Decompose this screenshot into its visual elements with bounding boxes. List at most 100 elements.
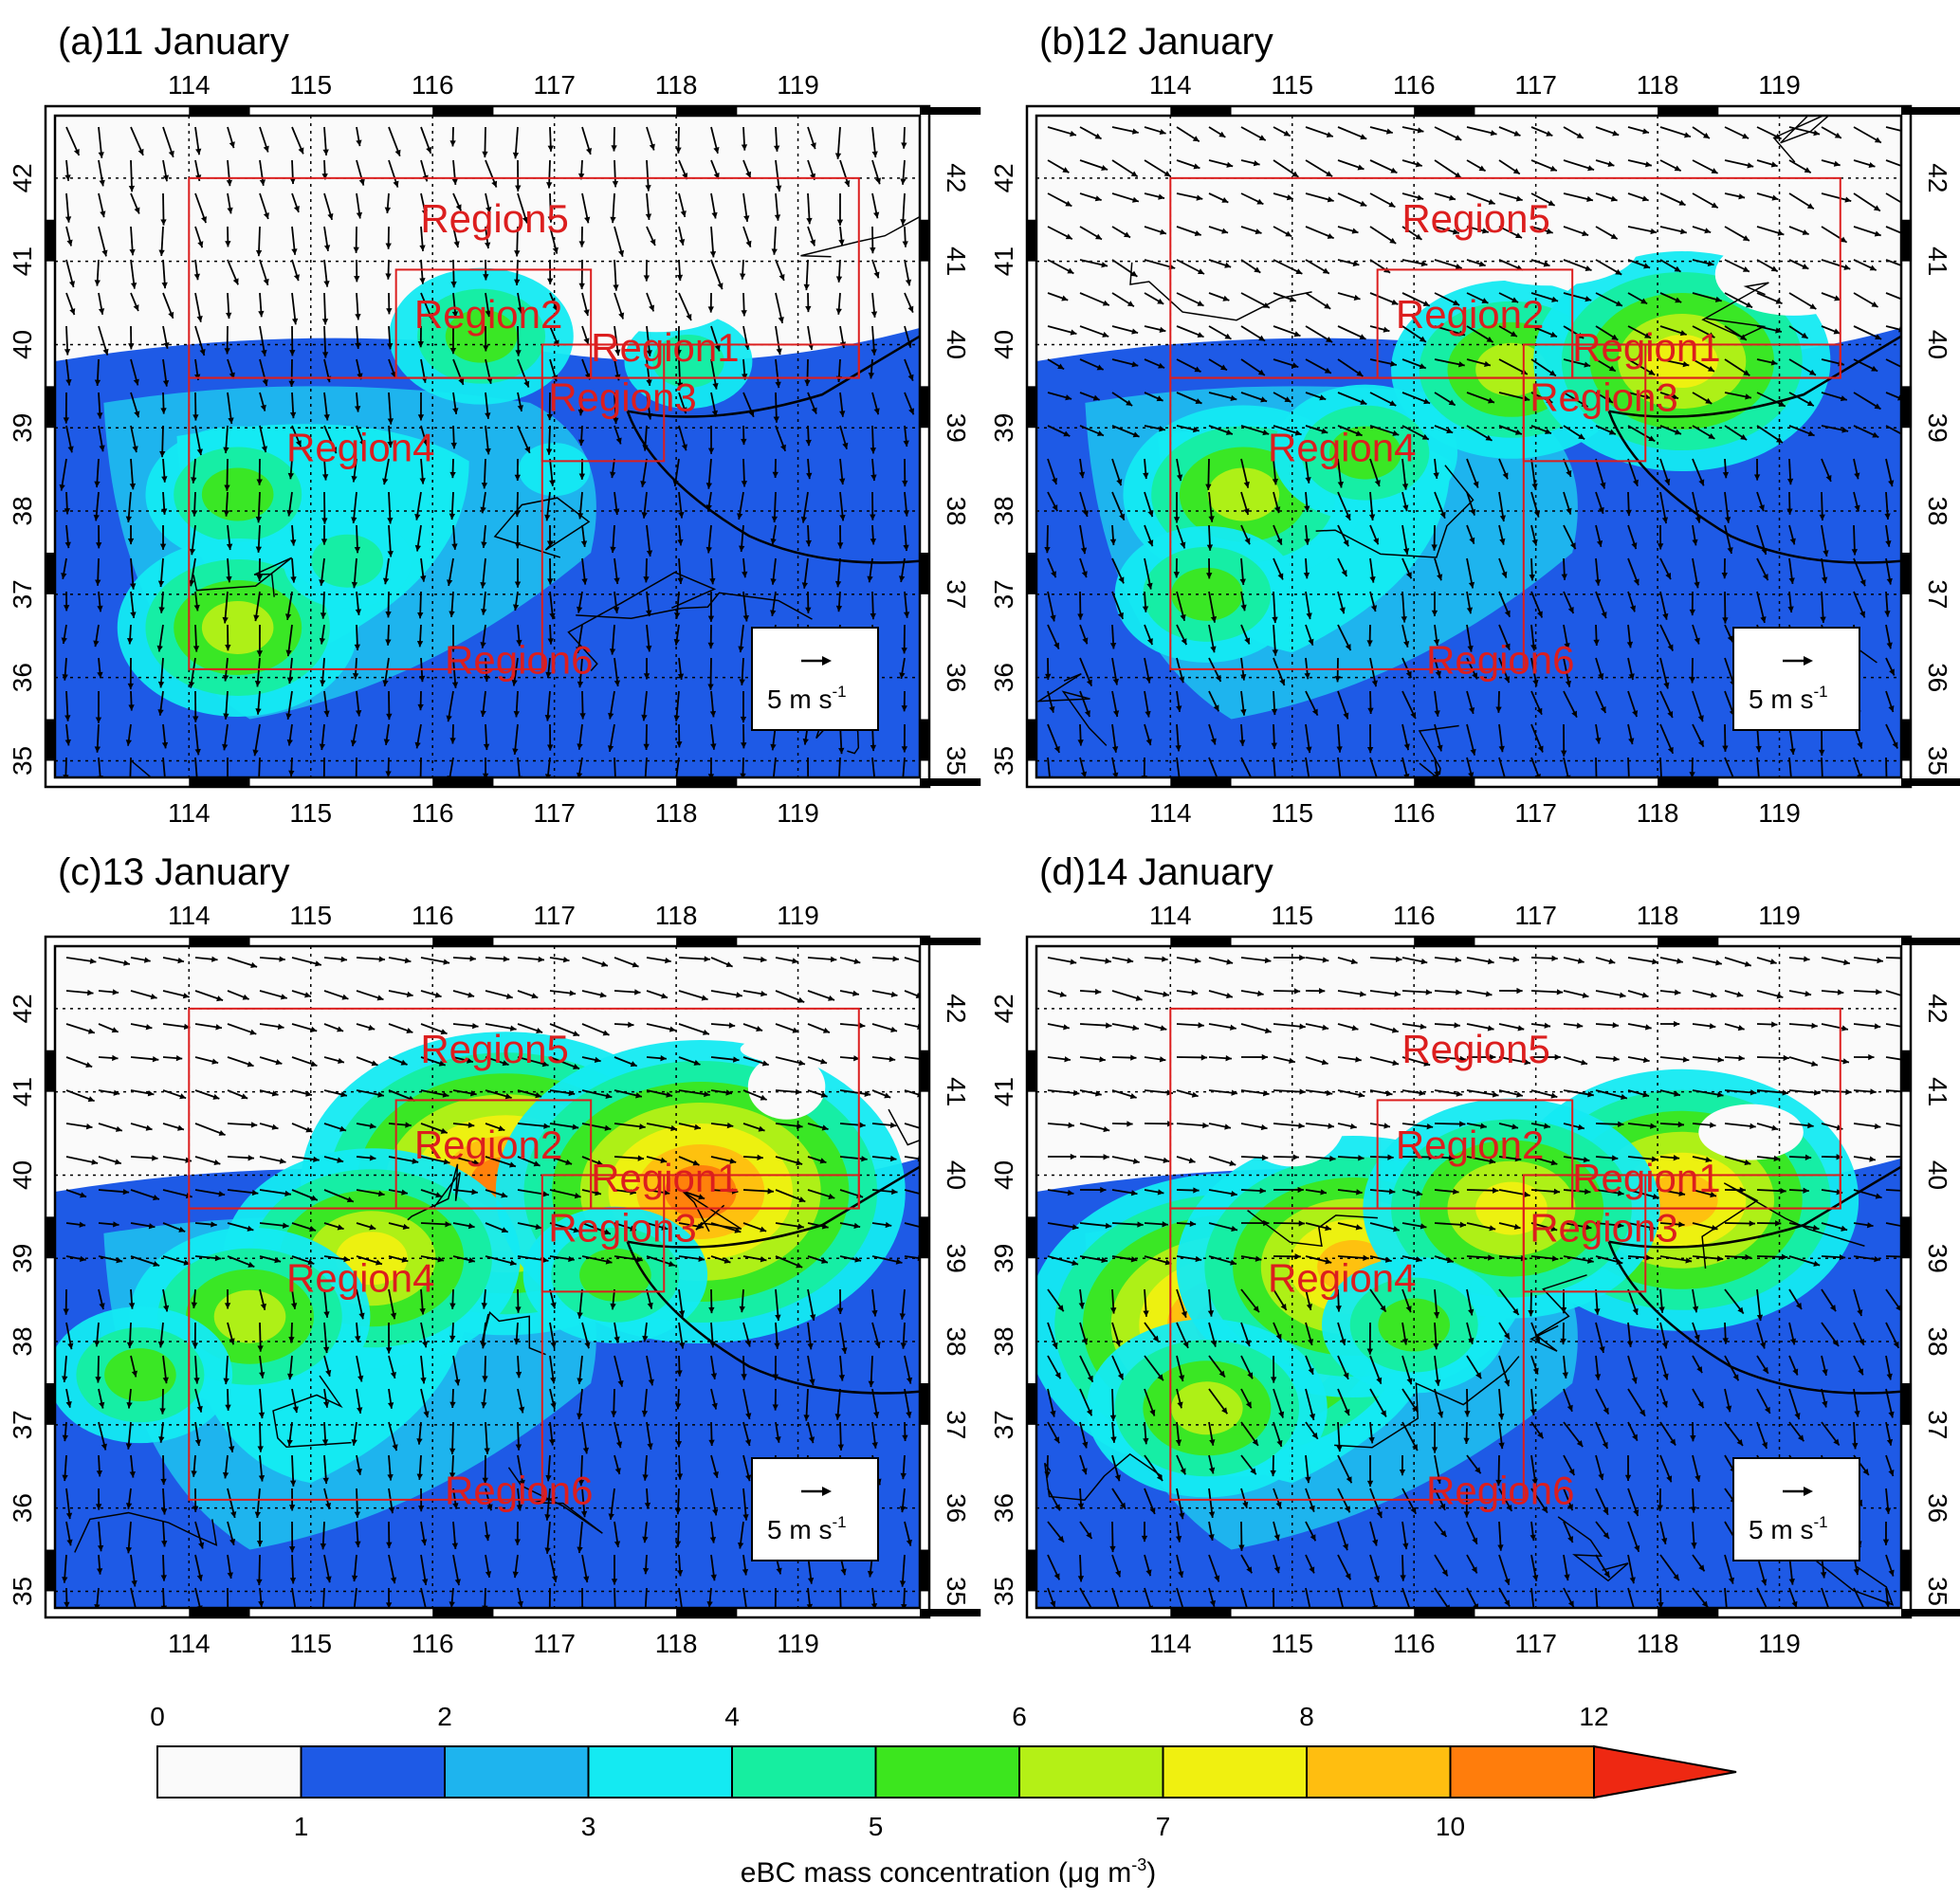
outer-border [44,104,931,789]
lon-tick-top: 119 [1758,70,1801,100]
tick-bar [1658,1609,1719,1616]
coastline [626,411,920,564]
lon-tick-top: 119 [777,901,819,930]
clean-air-patch [1714,232,1873,316]
tick-bar [1028,1216,1035,1259]
hotspot-1-level-6 [1475,342,1548,396]
tick-bar [1170,778,1232,786]
tick-bar [921,1382,928,1425]
lat-tick-left: 40 [8,1160,37,1190]
region-label-region5: Region5 [1401,196,1549,241]
colorbar-title: eBC mass concentration (μg m-3) [741,1855,1156,1889]
lat-tick-left: 36 [989,663,1018,692]
province-border [1315,465,1475,558]
panel-title: (d)14 January [1039,851,1273,893]
lat-tick-right: 40 [942,1160,971,1190]
region-label-region6: Region6 [445,637,593,682]
legend-box [751,627,879,731]
lon-tick-top: 115 [1271,70,1313,100]
province-border [1701,282,1769,338]
lat-tick-right: 42 [942,163,971,192]
tick-bar [1902,719,1910,761]
region-box-region4 [188,376,543,670]
region-label-region6: Region6 [1426,1468,1574,1512]
region-boxes [1169,176,1841,670]
lat-tick-right: 39 [942,1244,971,1273]
colorbar-top-label: 6 [1012,1702,1027,1731]
lat-tick-left: 40 [8,330,37,359]
lat-tick-right: 42 [1923,994,1952,1023]
tick-bar [432,107,494,115]
region-label-region3: Region3 [548,1206,696,1251]
colorbar: 0 2 4 6 8 12 1 3 5 7 10 eBC mass concentration (μg … [150,1702,1737,1889]
lat-tick-left: 38 [8,1326,37,1356]
tick-bar [1028,1050,1035,1092]
tick-bar [921,719,928,761]
inner-border [1035,114,1903,779]
lon-tick-bottom: 118 [655,798,698,828]
reference-arrow-head [822,656,832,666]
lat-tick-left: 38 [989,1326,1018,1356]
lon-tick-top: 114 [1149,70,1192,100]
clean-air-patch [63,947,155,1032]
tick-bar [920,938,981,945]
lon-tick-bottom: 116 [412,798,454,828]
region-box-region1 [590,343,860,379]
lon-tick-bottom: 119 [1758,798,1801,828]
tick-bar [1902,1382,1910,1425]
clean-air-patch [56,137,152,180]
tick-bar [1902,1549,1910,1592]
colorbar-bottom-label: 5 [869,1812,884,1841]
lon-tick-bottom: 116 [1393,798,1436,828]
lon-tick-bottom: 118 [1637,798,1679,828]
tick-bar [1658,938,1719,945]
province-border [682,1191,742,1233]
lon-tick-bottom: 119 [777,798,819,828]
clean-air-patch [1698,1104,1804,1160]
hotspot-2-level-9 [664,1165,737,1219]
colorbar-segment-5 [874,1745,1020,1799]
lat-tick-right: 39 [942,413,971,443]
region-label-region1: Region1 [1572,1156,1720,1200]
province-border [74,1511,218,1553]
tick-bar [1028,1549,1035,1592]
tick-bar [46,219,54,262]
lat-tick-right: 39 [1923,413,1952,443]
coastline [1608,335,1901,418]
tick-bar [1170,107,1232,115]
region-box-region1 [1571,1174,1841,1210]
region-box-region4 [1169,1207,1525,1501]
province-border [407,1163,461,1221]
colorbar-top-label: 0 [150,1702,165,1731]
wind-vectors [1044,126,1901,777]
lon-tick-bottom: 119 [777,1629,819,1658]
coastline [1607,411,1901,564]
lon-tick-bottom: 115 [1271,798,1313,828]
lon-tick-top: 116 [412,901,454,930]
lat-tick-left: 35 [989,1577,1018,1606]
lat-tick-left: 39 [989,413,1018,443]
region-boxes [1169,1007,1841,1501]
reference-arrow-head [822,1487,832,1496]
reference-arrow-head [1804,656,1813,666]
tick-bar [920,1609,981,1616]
tick-bar [921,1216,928,1259]
province-border [1036,673,1108,746]
tick-bar [1028,1382,1035,1425]
tick-bar [1901,938,1960,945]
region-label-region4: Region4 [286,1255,434,1300]
lon-tick-bottom: 117 [533,798,576,828]
concentration-field: Region5 Region2 Region1 Region3 Region4 Regio… [55,946,920,1608]
province-border [1418,724,1459,777]
lon-tick-bottom: 114 [1149,1629,1192,1658]
colorbar-segment-9 [1449,1745,1595,1799]
region-box-region1 [1571,343,1841,379]
colorbar-segment-1 [300,1745,446,1799]
region-box-region4 [188,1207,543,1501]
tick-bar [432,778,494,786]
clean-air-patch [1449,954,1583,1042]
region-box-region1 [590,1174,860,1210]
lat-tick-left: 35 [8,746,37,776]
concentration-field: Region5 Region2 Region1 Region3 Region4 Regio… [1036,116,1901,777]
